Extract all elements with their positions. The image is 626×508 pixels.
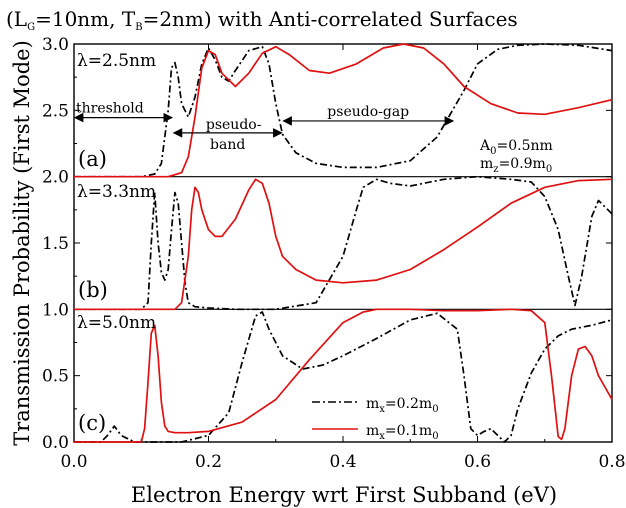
annotation-label: pseudo-gap [327,104,409,120]
x-tick-labels: 0.0 0.2 0.4 0.6 0.8 [60,44,626,472]
curve-panel-1-dashdot [74,175,613,311]
data-curves [74,43,613,443]
panel-a-lambda: λ=2.5nm [77,51,156,71]
x-tick-label: 0.0 [60,452,87,472]
curve-panel-2-solid [74,308,613,443]
chart-title: (LG=10nm, TB=2nm) with Anti-correlated S… [6,7,518,33]
annotations: threshold pseudo-band pseudo-gap [73,101,455,153]
legend-solid-label: mx=0.1m0 [366,423,439,442]
annotation-label: threshold [76,101,144,117]
x-tick-label: 0.2 [195,452,222,472]
legend: mx=0.2m0 mx=0.1m0 [312,396,439,442]
y-axis-label: Transmission Probability (First Mode) [10,40,34,446]
y-tick-label: 3.0 [42,35,69,55]
curve-panel-0-dashdot [74,43,613,178]
legend-dashdot-label: mx=0.2m0 [366,396,439,415]
curve-panel-2-dashdot [74,311,613,443]
x-tick-label: 0.8 [598,452,625,472]
y-tick-labels: 0.0 0.5 1.0 1.5 2.0 2.5 3.0 [42,35,612,453]
x-tick-label: 0.4 [329,452,356,472]
panel-c-letter: (c) [78,411,106,435]
y-tick-label: 0.0 [42,433,69,453]
param-a0: A0=0.5nm [479,138,553,157]
panel-b-letter: (b) [78,278,108,302]
annotation-label-line1: pseudo- [206,117,262,133]
param-mz: mz=0.9m0 [480,156,552,175]
y-tick-label: 1.0 [42,300,69,320]
y-tick-label: 0.5 [42,367,69,387]
curve-panel-0-solid [74,43,613,178]
panel-c-lambda: λ=5.0nm [77,313,156,333]
x-tick-label: 0.6 [464,452,491,472]
y-tick-label: 1.5 [42,234,69,254]
annotation-label-line2: band [210,137,245,153]
y-tick-label: 2.0 [42,168,69,188]
y-tick-label: 2.5 [42,101,69,121]
curve-panel-1-solid [74,178,613,311]
x-axis-label: Electron Energy wrt First Subband (eV) [131,483,557,507]
panel-b-lambda: λ=3.3nm [77,182,156,202]
panel-a-letter: (a) [78,147,107,171]
